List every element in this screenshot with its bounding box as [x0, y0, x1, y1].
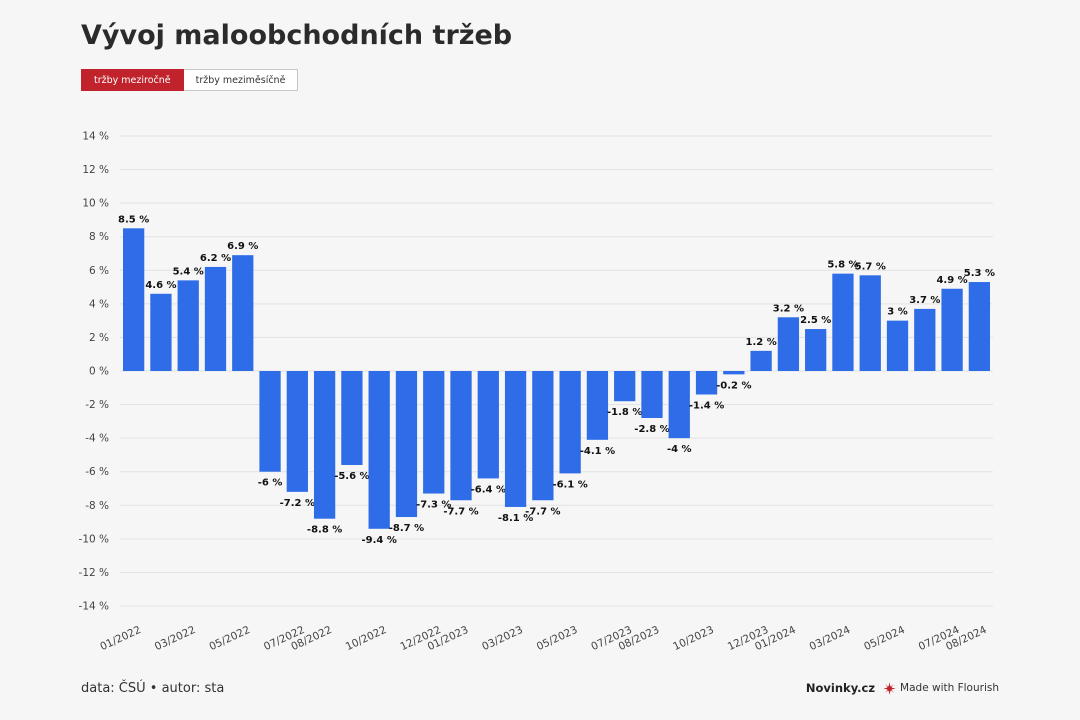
y-tick-label: 10 % [82, 198, 109, 210]
bar[interactable] [668, 371, 690, 439]
y-tick-label: -12 % [79, 567, 109, 579]
toggle-monthly-button[interactable]: tržby meziměsíčně [183, 69, 299, 91]
y-tick-label: -2 % [85, 399, 109, 411]
data-label: -9.4 % [361, 535, 396, 546]
y-tick-label: -10 % [79, 533, 109, 545]
bar[interactable] [723, 371, 745, 375]
bar[interactable] [504, 371, 527, 507]
y-tick-label: 0 % [89, 366, 109, 378]
data-label: 5.4 % [173, 266, 204, 277]
bar[interactable] [777, 317, 800, 371]
bar[interactable] [204, 266, 227, 371]
data-label: -7.3 % [416, 500, 451, 511]
bar[interactable] [177, 280, 199, 371]
bar[interactable] [423, 371, 445, 494]
data-label: -4 % [667, 444, 692, 455]
y-tick-label: -6 % [85, 466, 109, 478]
data-label: 4.6 % [145, 280, 176, 291]
brand-logo[interactable]: Novinky.cz [805, 681, 876, 695]
data-label: -0.2 % [716, 380, 751, 391]
y-tick-label: 2 % [89, 332, 109, 344]
bar[interactable] [286, 371, 308, 492]
bar[interactable] [614, 371, 636, 402]
y-tick-label: -8 % [85, 500, 109, 512]
bar[interactable] [450, 371, 472, 501]
y-tick-label: 12 % [82, 164, 109, 176]
toggle-yearly-button[interactable]: tržby meziročně [81, 69, 184, 91]
x-tick-label: 10/2022 [344, 624, 389, 653]
data-label: -6.4 % [471, 484, 506, 495]
data-label: -1.4 % [689, 401, 724, 412]
data-label: 5.3 % [964, 268, 995, 279]
bar[interactable] [123, 228, 145, 371]
data-label: -2.8 % [634, 424, 669, 435]
made-with-label: Made with Flourish [900, 682, 999, 694]
bar[interactable] [641, 371, 663, 418]
footer-branding: Novinky.cz Made with Flourish [806, 681, 999, 695]
flourish-icon [883, 681, 896, 695]
data-label: -7.2 % [280, 498, 315, 509]
bar[interactable] [232, 255, 254, 371]
bar[interactable] [832, 273, 854, 371]
data-label: 3.7 % [909, 295, 940, 306]
flourish-credit[interactable]: Made with Flourish [883, 681, 999, 695]
bar[interactable] [341, 371, 363, 465]
data-label: -6.1 % [552, 479, 587, 490]
bar[interactable] [805, 329, 827, 371]
bar[interactable] [695, 371, 718, 395]
x-tick-label: 10/2023 [671, 624, 716, 653]
data-label: 2.5 % [800, 315, 831, 326]
x-tick-label: 05/2022 [207, 624, 252, 653]
bar[interactable] [941, 288, 963, 371]
x-tick-label: 05/2023 [535, 624, 580, 653]
x-tick-label: 03/2024 [808, 624, 853, 653]
bar[interactable] [586, 371, 609, 440]
y-tick-label: 6 % [89, 265, 109, 277]
bar[interactable] [150, 293, 172, 371]
data-label: -8.7 % [389, 523, 424, 534]
x-tick-label: 01/2022 [98, 624, 143, 653]
data-label: 1.2 % [746, 337, 777, 348]
bar[interactable] [968, 282, 990, 371]
bar[interactable] [313, 371, 336, 519]
data-label: 3 % [887, 307, 907, 318]
data-label: 6.9 % [227, 241, 258, 252]
y-tick-label: 14 % [82, 131, 109, 143]
bar[interactable] [477, 371, 499, 479]
x-tick-label: 03/2023 [480, 624, 525, 653]
chart-title: Vývoj maloobchodních tržeb [81, 20, 513, 51]
x-tick-label: 05/2024 [862, 624, 907, 653]
y-tick-label: 8 % [89, 231, 109, 243]
data-label: -1.8 % [607, 407, 642, 418]
bar[interactable] [914, 308, 936, 371]
data-label: 5.8 % [827, 260, 858, 271]
data-label: -7.7 % [525, 506, 560, 517]
data-label: 6.2 % [200, 253, 231, 264]
source-credit: data: ČSÚ • autor: sta [81, 681, 225, 696]
data-label: -7.7 % [443, 506, 478, 517]
data-label: -6 % [258, 478, 283, 489]
bar[interactable] [859, 275, 881, 371]
bar[interactable] [395, 371, 418, 518]
x-tick-label: 03/2022 [153, 624, 198, 653]
y-tick-label: -4 % [85, 433, 109, 445]
data-label: -8.8 % [307, 525, 342, 536]
data-label: 4.9 % [936, 275, 967, 286]
bar[interactable] [368, 371, 390, 529]
data-label: 3.2 % [773, 303, 804, 314]
data-label: -8.1 % [498, 513, 533, 524]
data-label: 8.5 % [118, 214, 149, 225]
data-label: -4.1 % [580, 446, 615, 457]
data-label: -5.6 % [334, 471, 369, 482]
bar[interactable] [886, 320, 909, 371]
bar[interactable] [259, 371, 281, 472]
data-label: 5.7 % [855, 261, 886, 272]
bar[interactable] [532, 371, 554, 501]
bar[interactable] [559, 371, 581, 474]
bar[interactable] [750, 350, 772, 371]
y-tick-label: 4 % [89, 298, 109, 310]
metric-toggle-group: tržby meziročně tržby meziměsíčně [81, 69, 299, 91]
y-tick-label: -14 % [79, 601, 109, 613]
